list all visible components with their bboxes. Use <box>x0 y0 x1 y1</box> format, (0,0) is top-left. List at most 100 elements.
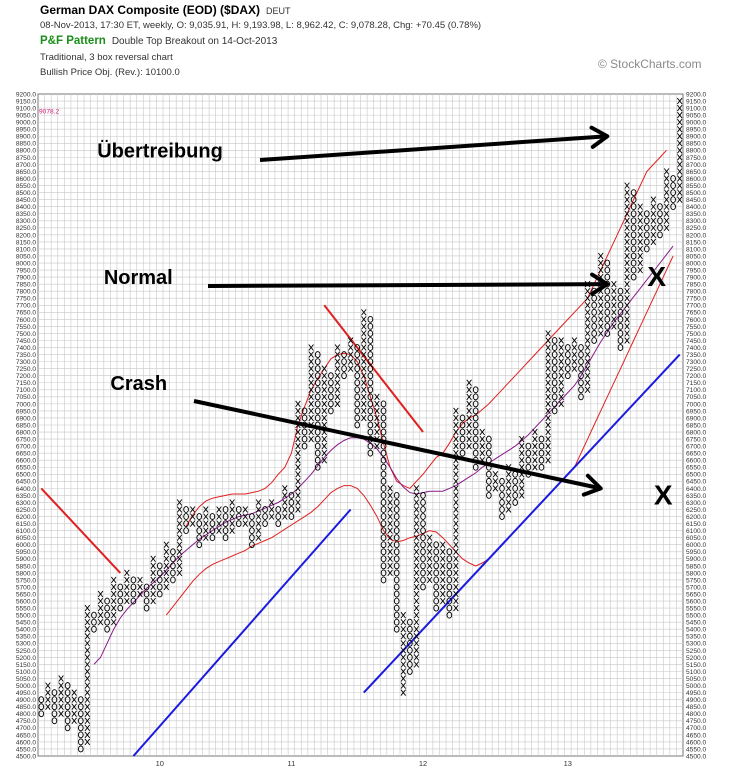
x-box <box>282 485 288 492</box>
o-box <box>643 217 650 225</box>
pnf-x-column <box>492 471 499 492</box>
o-box <box>393 611 400 619</box>
x-box <box>558 351 564 358</box>
o-box <box>64 724 71 732</box>
x-box <box>558 358 564 365</box>
x-box <box>374 393 380 401</box>
x-box <box>189 513 196 520</box>
x-box <box>163 548 170 556</box>
o-box <box>380 449 387 457</box>
pnf-o-column <box>249 513 255 549</box>
x-box <box>650 203 657 210</box>
x-box <box>453 604 459 612</box>
y-tick-label-left: 5050.0 <box>16 676 37 683</box>
pnf-o-column <box>420 492 426 591</box>
o-box <box>446 569 453 577</box>
x-box <box>334 344 341 351</box>
x-box <box>84 661 91 668</box>
x-box <box>308 400 314 408</box>
y-tick-label-left: 4500.0 <box>16 753 37 760</box>
o-box <box>551 393 558 401</box>
pnf-o-column <box>551 337 558 415</box>
o-box <box>117 604 124 612</box>
x-box <box>519 456 525 464</box>
o-box <box>51 689 58 697</box>
y-tick-label-left: 5750.0 <box>16 577 37 584</box>
o-box <box>104 597 110 605</box>
y-tick-label-right: 5300.0 <box>686 641 707 648</box>
o-box <box>314 379 321 387</box>
o-box <box>249 513 255 520</box>
y-tick-label-left: 5650.0 <box>16 591 37 598</box>
pnf-x-column <box>413 485 420 668</box>
y-tick-label-left: 6350.0 <box>16 493 37 500</box>
price-objective: Bullish Price Obj. (Rev.): 10100.0 <box>40 67 180 78</box>
x-box <box>676 154 683 161</box>
o-box <box>565 351 571 358</box>
x-box <box>532 449 538 457</box>
y-tick-label-right: 5650.0 <box>686 591 707 598</box>
x-box <box>413 583 420 591</box>
o-box <box>538 435 545 443</box>
o-box <box>393 618 400 626</box>
o-box <box>117 583 124 591</box>
x-box <box>453 428 459 436</box>
x-box <box>676 175 683 182</box>
x-box <box>676 147 683 154</box>
x-box <box>545 393 551 401</box>
x-box <box>321 407 328 415</box>
x-box <box>453 513 459 520</box>
x-box <box>453 492 459 499</box>
y-tick-label-left: 8950.0 <box>16 127 37 134</box>
o-box <box>235 520 242 528</box>
y-axis-left: 4500.04550.04600.04650.04700.04750.04800… <box>16 91 60 760</box>
o-box <box>525 456 532 464</box>
o-box <box>91 611 97 619</box>
o-box <box>472 435 479 443</box>
y-tick-label-right: 8100.0 <box>686 246 707 253</box>
o-box <box>314 407 321 415</box>
x-box <box>413 633 420 640</box>
x-box <box>308 386 314 394</box>
pnf-x-column <box>624 182 630 344</box>
o-box <box>420 569 426 577</box>
o-box <box>249 534 255 542</box>
pnf-o-column <box>77 696 84 753</box>
x-box <box>519 478 525 485</box>
y-tick-label-left: 4800.0 <box>16 711 37 718</box>
pnf-o-column <box>380 400 387 584</box>
pattern-label: P&F Pattern <box>40 35 106 47</box>
x-box <box>676 168 683 175</box>
y-tick-label-right: 8300.0 <box>686 218 707 225</box>
o-box <box>380 400 387 408</box>
y-tick-label-left: 4750.0 <box>16 718 37 725</box>
o-box <box>222 527 229 535</box>
x-box <box>426 534 433 541</box>
o-box <box>380 520 387 528</box>
o-box <box>551 379 558 387</box>
x-box <box>308 407 314 415</box>
y-tick-label-left: 5300.0 <box>16 641 37 648</box>
x-box <box>453 534 459 541</box>
o-box <box>367 428 374 436</box>
x-box <box>440 548 446 556</box>
o-box <box>525 463 532 471</box>
x-box <box>84 647 91 654</box>
x-box <box>479 428 485 436</box>
x-box <box>453 464 459 471</box>
y-tick-label-right: 5850.0 <box>686 563 707 570</box>
o-box <box>499 484 505 492</box>
x-box <box>110 618 117 626</box>
x-box <box>584 358 591 365</box>
x-box <box>466 414 472 422</box>
o-box <box>420 520 426 528</box>
x-box <box>637 210 643 217</box>
y-tick-label-left: 7450.0 <box>16 338 37 345</box>
x-box <box>440 555 446 563</box>
pnf-o-column <box>446 548 453 619</box>
x-box <box>176 548 183 556</box>
pnf-x-column <box>374 393 380 450</box>
x-box <box>97 597 104 605</box>
x-box <box>453 562 459 570</box>
y-tick-label-left: 9100.0 <box>16 105 37 112</box>
